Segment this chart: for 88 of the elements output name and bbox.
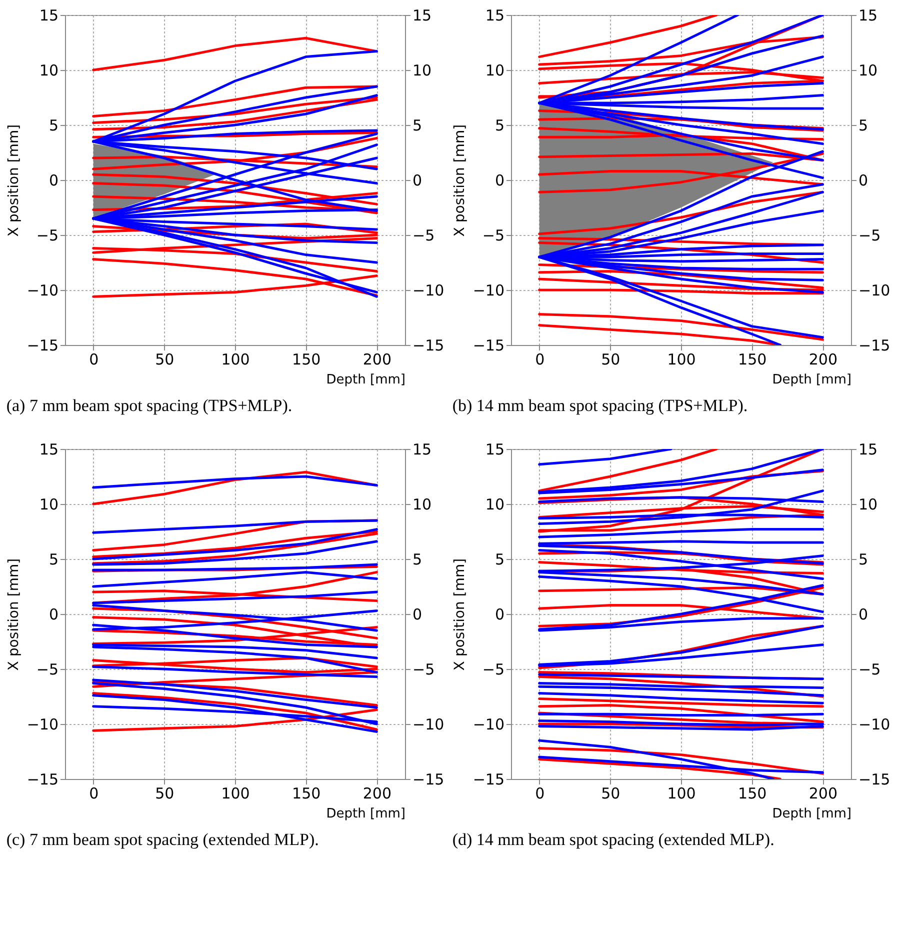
y-axis-title: X position [mm]	[6, 558, 22, 671]
y-tick-label: −5	[482, 226, 504, 244]
x-tick-label: 200	[808, 784, 838, 802]
y-tick-label: 0	[494, 606, 504, 624]
y-axis-title: X position [mm]	[6, 124, 22, 237]
x-tick-label: 200	[808, 350, 838, 368]
y-tick-label: 10	[39, 496, 58, 514]
x-tick-label: 100	[221, 784, 250, 802]
y2-tick-label: −10	[858, 282, 890, 300]
y2-tick-label: 0	[412, 606, 422, 624]
x-axis-title: Depth [mm]	[326, 806, 406, 822]
y2-tick-label: 15	[412, 440, 432, 458]
text: (c) 7 mm beam spot spacing (extended MLP).	[6, 830, 319, 849]
x-tick-label: 150	[292, 350, 321, 368]
y2-tick-label: 15	[858, 440, 878, 458]
x-tick-label: 0	[535, 350, 545, 368]
x-tick-label: 50	[601, 784, 620, 802]
y-tick-label: −15	[26, 336, 58, 354]
y-tick-label: −10	[26, 716, 58, 734]
y2-tick-label: −5	[858, 660, 881, 678]
y2-tick-label: −10	[412, 282, 444, 300]
y2-tick-label: −15	[858, 770, 890, 788]
y-tick-label: 0	[48, 172, 58, 190]
y-tick-label: 5	[494, 116, 504, 134]
x-tick-label: 0	[89, 350, 99, 368]
y-axis-title: X position [mm]	[452, 558, 468, 671]
y2-tick-label: 10	[412, 496, 432, 514]
y-tick-label: 5	[494, 550, 504, 568]
y2-tick-label: −15	[858, 336, 890, 354]
text: (d) 14 mm beam spot spacing (extended MLP).	[452, 830, 774, 849]
x-tick-label: 100	[667, 784, 696, 802]
y-tick-label: 10	[39, 62, 58, 80]
x-tick-label: 150	[738, 784, 767, 802]
y-tick-label: 15	[39, 440, 58, 458]
y2-tick-label: 5	[858, 116, 868, 134]
y-tick-label: 5	[48, 116, 58, 134]
y2-tick-label: 0	[858, 172, 868, 190]
y2-tick-label: 10	[858, 62, 878, 80]
y2-tick-label: −10	[412, 716, 444, 734]
y-tick-label: 5	[48, 550, 58, 568]
y-tick-label: 0	[494, 172, 504, 190]
y2-tick-label: 10	[858, 496, 878, 514]
x-tick-label: 50	[155, 784, 174, 802]
y-axis-title: X position [mm]	[452, 124, 468, 237]
y-tick-label: 15	[39, 6, 58, 24]
y2-tick-label: 15	[858, 6, 878, 24]
x-tick-label: 0	[535, 784, 545, 802]
y2-tick-label: 5	[858, 550, 868, 568]
y2-tick-label: 15	[412, 6, 432, 24]
x-tick-label: 50	[601, 350, 620, 368]
y-tick-label: −5	[482, 660, 504, 678]
y-tick-label: −10	[26, 282, 58, 300]
y2-tick-label: −15	[412, 336, 444, 354]
y-tick-label: −5	[36, 226, 58, 244]
y-tick-label: 15	[485, 440, 504, 458]
x-tick-label: 0	[89, 784, 99, 802]
text: (b) 14 mm beam spot spacing (TPS+MLP).	[452, 396, 748, 415]
y-tick-label: −15	[472, 770, 504, 788]
y2-tick-label: −5	[412, 660, 435, 678]
y2-tick-label: 10	[412, 62, 432, 80]
text: (a) 7 mm beam spot spacing (TPS+MLP).	[6, 396, 292, 415]
x-axis-title: Depth [mm]	[772, 372, 852, 388]
y2-tick-label: 0	[858, 606, 868, 624]
x-tick-label: 150	[292, 784, 321, 802]
y2-tick-label: 5	[412, 550, 422, 568]
x-tick-label: 100	[221, 350, 250, 368]
y-tick-label: −10	[472, 716, 504, 734]
y-tick-label: −10	[472, 282, 504, 300]
y2-tick-label: −15	[412, 770, 444, 788]
y-tick-label: 10	[485, 62, 504, 80]
y2-tick-label: −5	[858, 226, 881, 244]
x-tick-label: 200	[362, 350, 392, 368]
y2-tick-label: 5	[412, 116, 422, 134]
x-axis-title: Depth [mm]	[772, 806, 852, 822]
y-tick-label: 15	[485, 6, 504, 24]
y-tick-label: −15	[472, 336, 504, 354]
x-tick-label: 200	[362, 784, 392, 802]
x-tick-label: 50	[155, 350, 174, 368]
y-tick-label: 0	[48, 606, 58, 624]
x-tick-label: 150	[738, 350, 767, 368]
y-tick-label: −15	[26, 770, 58, 788]
x-tick-label: 100	[667, 350, 696, 368]
y-tick-label: 10	[485, 496, 504, 514]
x-axis-title: Depth [mm]	[326, 372, 406, 388]
y2-tick-label: 0	[412, 172, 422, 190]
y-tick-label: −5	[36, 660, 58, 678]
y2-tick-label: −5	[412, 226, 435, 244]
y2-tick-label: −10	[858, 716, 890, 734]
